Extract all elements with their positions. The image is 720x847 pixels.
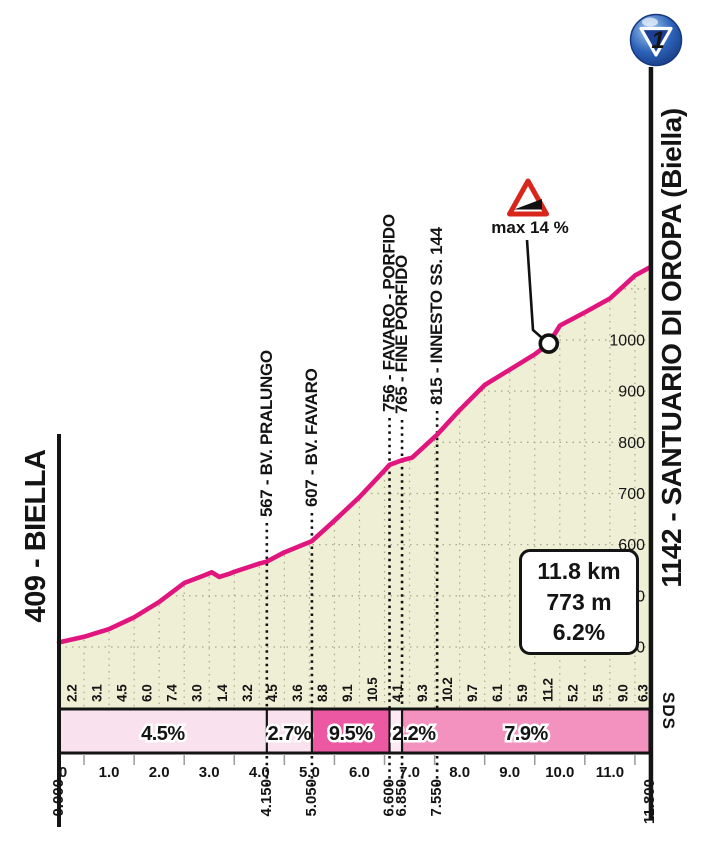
bar-segment <box>402 709 650 753</box>
km-tick-label: 4.0 <box>249 764 270 781</box>
sds-signature: SDS <box>659 692 678 730</box>
bar-segment <box>266 709 312 753</box>
max-gradient-marker <box>538 333 560 354</box>
start-location-label: 409 - BIELLA <box>20 449 52 623</box>
waypoint-name-label: 567 - BV. PRALUNGO <box>257 350 276 517</box>
waypoint-km-label: 4.150 <box>258 779 275 817</box>
finish-location-label: 1142 - SANTUARIO DI OROPA (Biella) <box>656 108 687 588</box>
bar-segment <box>389 709 403 753</box>
km-tick-label: 1.0 <box>99 764 120 781</box>
gradient-value-label: 6.3 <box>635 684 650 702</box>
km-tick-label: 2.0 <box>149 764 170 781</box>
waypoint-km-label: 7.550 <box>428 779 445 817</box>
gradient-value-label: 5.9 <box>515 685 530 702</box>
gradient-value-label: 5.2 <box>565 685 580 702</box>
gradient-value-label: 2.2 <box>65 685 80 702</box>
summary-length: 11.8 km <box>537 557 621 584</box>
km-tick-label: 11.0 <box>596 764 624 781</box>
warning-triangle-slope <box>514 199 542 210</box>
gradient-value-label: 6.1 <box>490 684 505 702</box>
km-tick-label: 10.0 <box>545 764 574 781</box>
elevation-tick-label: 800 <box>618 435 645 452</box>
gradient-value-label: 6.0 <box>140 685 155 702</box>
waypoint-name-label: 815 - INNESTO SS. 144 <box>427 227 446 405</box>
gradient-value-label: 10.5 <box>365 677 380 702</box>
gradient-value-label: 3.0 <box>190 685 205 702</box>
waypoint-km-label: 6.600 <box>381 779 398 817</box>
elevation-tick-label: 700 <box>618 486 645 503</box>
km-tick-label: 7.0 <box>399 764 420 781</box>
climb-summary-box: 11.8 km 773 m 6.2% <box>519 549 639 655</box>
gradient-value-label: 9.1 <box>340 684 355 702</box>
km-tick-label: 5.0 <box>299 764 320 781</box>
max-gradient-label: max 14 % <box>491 218 569 237</box>
elevation-tick-label: 900 <box>618 384 645 401</box>
gradient-value-label: 4.5 <box>115 684 130 702</box>
bar-segment-label: 2.2% <box>392 723 436 745</box>
max-gradient-callout <box>525 239 544 340</box>
bar-segment-label: 9.5% <box>329 723 373 745</box>
gradient-value-label: 9.0 <box>615 685 630 702</box>
waypoint-name-label: 765 - FINE PORFIDO <box>392 255 411 414</box>
gradient-value-label: 10.2 <box>440 678 455 702</box>
gradient-value-label: 5.5 <box>590 684 605 702</box>
gradient-value-label: 11.2 <box>540 678 555 702</box>
profile-fill <box>59 267 650 708</box>
elevation-tick-label: 1000 <box>609 332 645 349</box>
km-tick-label: 0 <box>59 764 67 781</box>
bar-segment <box>59 709 267 753</box>
bar-segment-label: 4.5% <box>141 723 185 745</box>
summary-elevation-gain: 773 m <box>546 588 612 615</box>
gradient-value-label: 1.4 <box>215 684 230 702</box>
summary-avg-gradient: 6.2% <box>552 619 606 646</box>
waypoint-name-label: 756 - FAVARO - PORFIDO <box>380 214 399 412</box>
waypoint-name-label: 607 - BV. FAVARO <box>302 368 321 507</box>
gradient-value-label: 9.7 <box>465 685 480 702</box>
bar-segment-label: 2.7% <box>268 723 312 745</box>
bar-segment <box>311 709 390 753</box>
bar-segment-label: 7.9% <box>504 723 548 745</box>
waypoint-km-label: 5.050 <box>303 779 320 817</box>
gradient-value-label: 3.1 <box>90 684 105 702</box>
gradient-value-label: 4.1 <box>390 684 405 702</box>
km-tick-label: 6.0 <box>349 764 370 781</box>
km-tick-label: 3.0 <box>199 764 220 781</box>
gradient-value-label: 7.4 <box>165 684 180 702</box>
gradient-value-label: 9.3 <box>415 684 430 702</box>
category-1-climb-icon: 1 <box>629 13 683 67</box>
gradient-value-label: 8.8 <box>315 684 330 702</box>
km-tick-label: 8.0 <box>449 764 470 781</box>
km-tick-label: 9.0 <box>499 764 520 781</box>
gradient-value-label: 3.2 <box>240 685 255 702</box>
gradient-value-label: 4.5 <box>265 684 280 702</box>
gradient-value-label: 3.6 <box>290 684 305 702</box>
waypoint-km-label: 6.850 <box>393 779 410 817</box>
category-number: 1 <box>651 27 664 54</box>
